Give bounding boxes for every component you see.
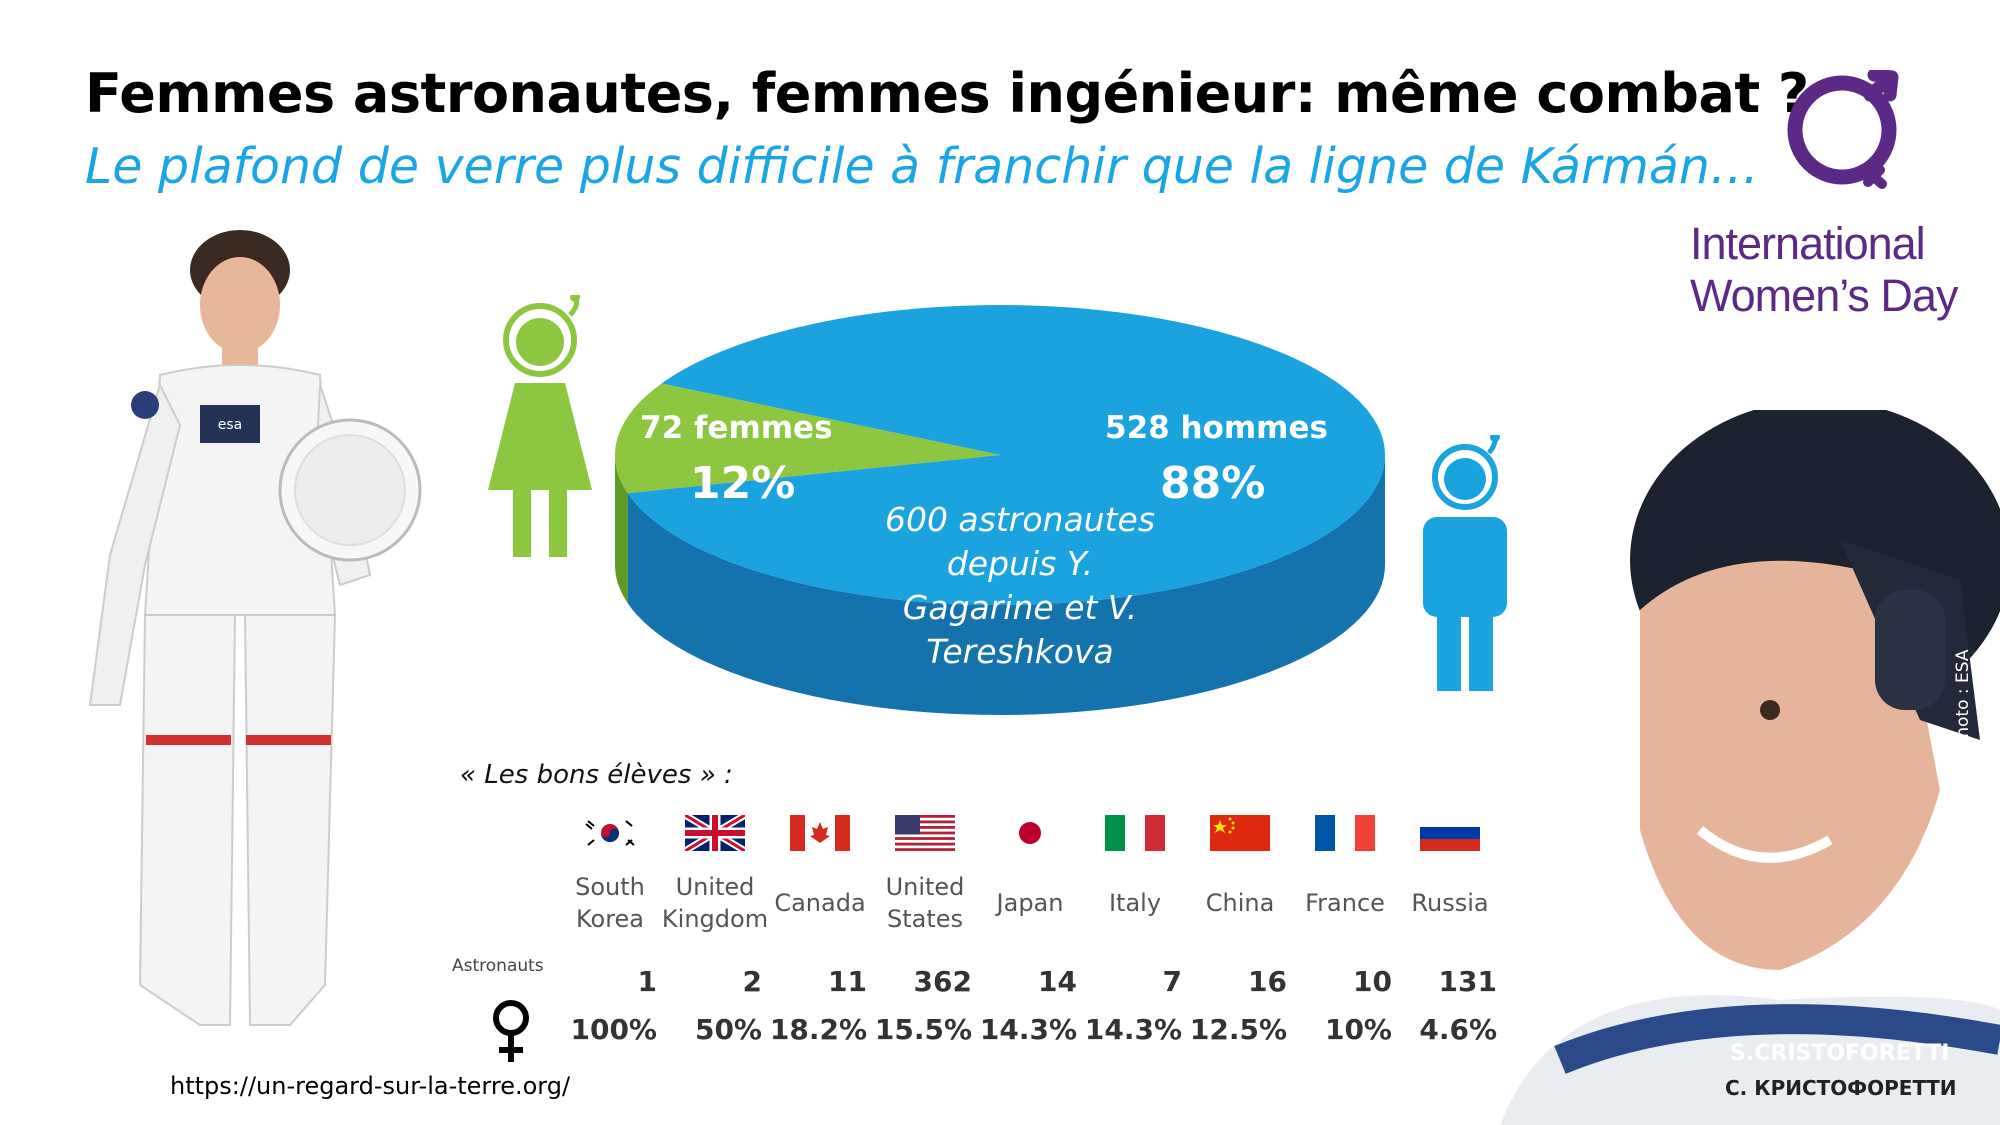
women-percent: 18.2% — [769, 1013, 867, 1046]
women-percent: 4.6% — [1419, 1013, 1497, 1046]
men-slice-label: 528 hommes — [1105, 410, 1328, 446]
venus-icon — [493, 1000, 529, 1062]
men-slice-percent: 88% — [1160, 458, 1266, 509]
page-subtitle: Le plafond de verre plus difficile à fra… — [85, 138, 1759, 195]
nametape-latin: S.CRISTOFORETTI — [1730, 1041, 1949, 1066]
women-percent: 100% — [570, 1013, 657, 1046]
men-slice-side — [627, 455, 1385, 715]
astronaut-count: 14 — [1038, 965, 1077, 998]
country-name-line1: South — [575, 873, 645, 901]
women-percent: 12.5% — [1189, 1013, 1287, 1046]
photo-credit: Photo : ESA — [1953, 649, 1973, 748]
men-slice — [627, 305, 1385, 605]
astronaut-count: 131 — [1438, 965, 1497, 998]
table-heading: « Les bons élèves » : — [460, 760, 733, 790]
page-title: Femmes astronautes, femmes ingénieur: mê… — [85, 62, 1809, 125]
country-name-line1: France — [1305, 889, 1385, 917]
woman-astronaut-icon — [488, 295, 592, 557]
women-slice-percent: 12% — [690, 458, 796, 509]
source-url[interactable]: https://un-regard-sur-la-terre.org/ — [170, 1072, 571, 1100]
women-percent: 50% — [694, 1013, 762, 1046]
nametape-cyrillic: С. КРИСТОФОРЕТТИ — [1725, 1076, 1956, 1100]
flag-canada-icon — [790, 815, 850, 851]
country-name-line1: United — [675, 873, 755, 901]
astronaut-count: 10 — [1353, 965, 1392, 998]
astronaut-count: 2 — [742, 965, 762, 998]
man-astronaut-icon — [1423, 435, 1507, 691]
venus-arrow-circle-icon — [1787, 70, 1899, 189]
country-name-line2: Korea — [575, 905, 645, 933]
flag-united-states-icon — [895, 815, 955, 851]
astronaut-count: 16 — [1248, 965, 1287, 998]
flag-china-icon — [1210, 815, 1270, 851]
country-name: United Kingdom — [650, 871, 780, 935]
iwd-logo-text: International Women’s Day — [1690, 218, 1958, 322]
women-percent: 10% — [1324, 1013, 1392, 1046]
country-name: Canada — [755, 887, 885, 919]
country-name-line2: Kingdom — [661, 905, 769, 933]
iwd-logo-line1: International — [1690, 218, 1926, 269]
women-percent: 14.3% — [979, 1013, 1077, 1046]
astronaut-portrait-image: S.CRISTOFORETTI С. КРИСТОФОРЕТТИ — [1500, 410, 2000, 1125]
astronaut-count: 362 — [913, 965, 972, 998]
pie-total-note: 600 astronautes depuis Y. Gagarine et V.… — [884, 500, 1156, 671]
flag-france-icon — [1315, 815, 1375, 851]
country-name: South Korea — [545, 871, 675, 935]
astronaut-gender-pie-chart — [615, 305, 1385, 715]
country-name-line1: Italy — [1108, 889, 1162, 917]
women-percent: 14.3% — [1084, 1013, 1182, 1046]
women-percent: 15.5% — [874, 1013, 972, 1046]
astronaut-doll-image: esa — [88, 230, 422, 1026]
country-name: Japan — [965, 887, 1095, 919]
country-name-line1: China — [1205, 889, 1275, 917]
country-name-line1: Japan — [996, 889, 1064, 917]
astronaut-count: 7 — [1162, 965, 1182, 998]
country-name-line1: Russia — [1411, 889, 1489, 917]
women-slice — [615, 383, 1000, 494]
country-name: Russia — [1385, 887, 1515, 919]
women-slice-label: 72 femmes — [640, 410, 833, 446]
astronauts-row-label: Astronauts — [452, 956, 544, 976]
flag-united-kingdom-icon — [683, 811, 747, 855]
astronaut-count: 1 — [637, 965, 657, 998]
iwd-logo-line2: Women’s Day — [1690, 270, 1958, 321]
country-name: France — [1280, 887, 1410, 919]
astronaut-count: 11 — [828, 965, 867, 998]
flag-russia-icon — [1420, 815, 1480, 851]
country-name-line1: Canada — [774, 889, 866, 917]
flag-japan-icon — [1000, 815, 1060, 851]
country-name-line2: States — [886, 905, 964, 933]
flag-south-korea-icon — [580, 815, 640, 851]
country-name-line1: United — [885, 873, 965, 901]
country-name: China — [1175, 887, 1305, 919]
women-slice-side — [615, 455, 628, 604]
country-name: Italy — [1070, 887, 1200, 919]
flag-italy-icon — [1105, 815, 1165, 851]
doll-badge-text: esa — [218, 417, 243, 433]
country-name: United States — [860, 871, 990, 935]
